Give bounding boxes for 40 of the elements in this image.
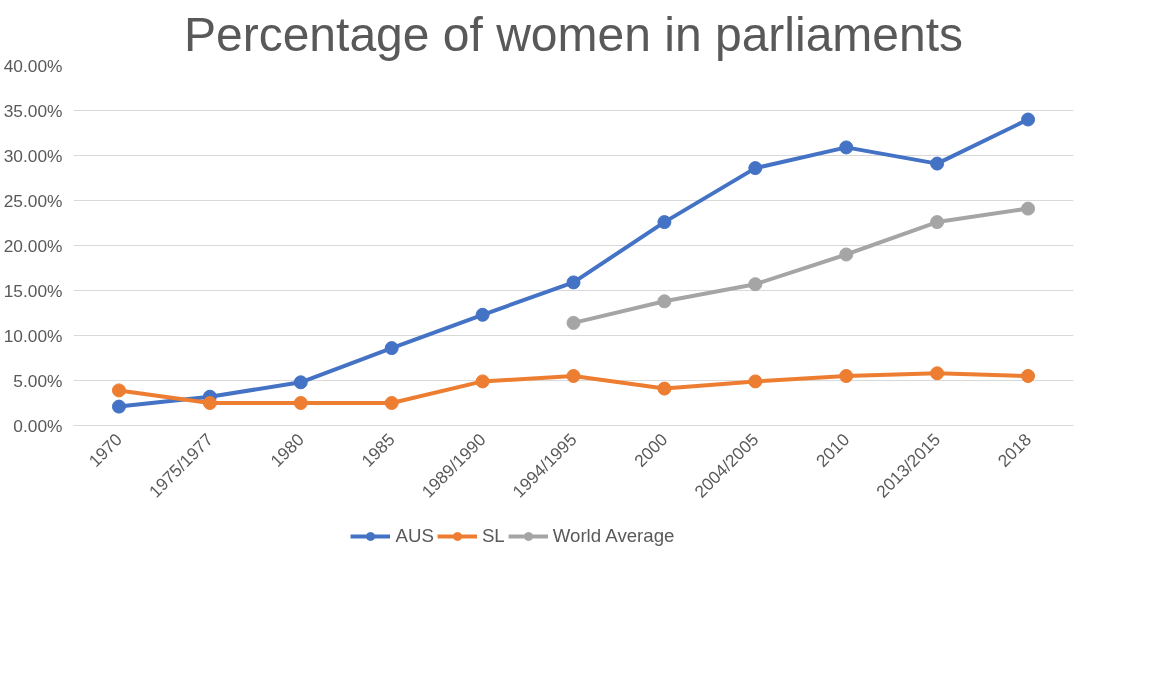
y-tick-label: 0.00% bbox=[13, 415, 63, 436]
y-tick-label: 30.00% bbox=[3, 145, 63, 166]
legend-label: SL bbox=[481, 525, 505, 547]
point bbox=[293, 396, 308, 410]
y-tick-label: 35.00% bbox=[3, 100, 63, 121]
point bbox=[748, 277, 763, 292]
y-tick-label: 25.00% bbox=[3, 190, 63, 211]
point bbox=[1021, 369, 1036, 383]
legend-label: World Average bbox=[552, 525, 675, 547]
point bbox=[475, 374, 490, 389]
point bbox=[748, 374, 763, 389]
legend-label: AUS bbox=[395, 525, 434, 547]
point bbox=[930, 215, 945, 230]
point bbox=[202, 396, 217, 410]
point bbox=[657, 381, 672, 396]
point bbox=[657, 294, 672, 309]
point bbox=[748, 161, 763, 176]
point bbox=[839, 247, 854, 262]
point bbox=[1021, 201, 1036, 216]
point bbox=[111, 399, 126, 414]
y-tick-label: 10.00% bbox=[3, 325, 63, 346]
point bbox=[384, 396, 399, 410]
point bbox=[384, 341, 399, 356]
point bbox=[930, 366, 945, 381]
point bbox=[839, 369, 854, 383]
point bbox=[657, 215, 672, 230]
point bbox=[293, 375, 308, 390]
y-tick-label: 40.00% bbox=[3, 55, 63, 76]
y-tick-label: 20.00% bbox=[3, 235, 63, 256]
point bbox=[475, 307, 490, 322]
point bbox=[930, 156, 945, 171]
y-tick-label: 5.00% bbox=[13, 370, 63, 391]
y-tick-label: 15.00% bbox=[3, 280, 63, 301]
point bbox=[566, 369, 581, 383]
point bbox=[1021, 112, 1036, 127]
point bbox=[111, 383, 126, 398]
point bbox=[566, 315, 581, 330]
point bbox=[566, 275, 581, 290]
chart-title: Percentage of women in parliaments bbox=[183, 7, 964, 61]
point bbox=[839, 140, 854, 155]
